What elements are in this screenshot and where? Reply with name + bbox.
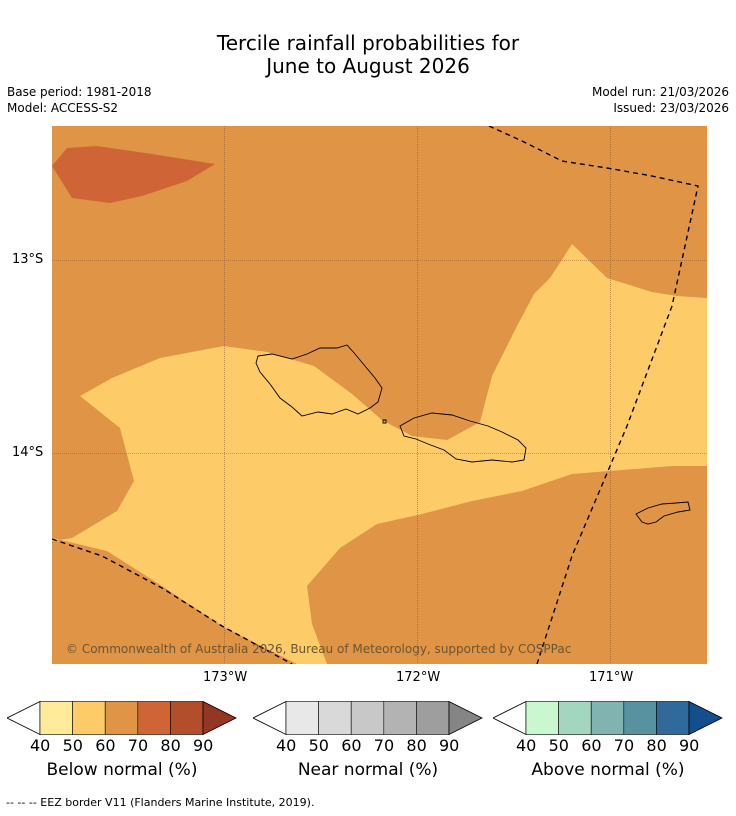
lat-label-13s: 13°S [12,252,44,267]
above-normal-segment [656,701,690,735]
above-normal-label: Above normal (%) [531,760,685,780]
chart-title-line2: June to August 2026 [266,54,470,78]
near-normal-tick-label: 70 [373,736,395,755]
model-run: Model run: 21/03/2026 [591,85,729,99]
near-normal-under-triangle [253,701,287,736]
near-normal-label: Near normal (%) [297,760,439,780]
near-normal-segment [383,701,417,735]
manono-islet [382,419,387,424]
near-normal-over-triangle [448,701,483,736]
below-normal-segment [72,701,106,735]
above-normal-tick-label: 80 [646,736,667,755]
near-normal-tick-label: 50 [308,736,329,755]
near-normal-tick-label: 90 [439,736,460,755]
below-normal-segment [104,701,139,735]
tutuila-island [635,501,691,525]
near-normal-tick-label: 60 [341,736,362,755]
below-normal-tick-label: 60 [95,736,116,755]
near-normal-segment [350,701,385,735]
near-normal-colorbar [253,701,483,736]
above-normal-under-triangle [493,701,527,736]
copyright-text: © Commonwealth of Australia 2026, Bureau… [66,642,571,656]
base-period: Base period: 1981-2018 [7,85,152,99]
eez-footer-note: -- -- -- EEZ border V11 (Flanders Marine… [6,796,315,809]
lon-label-173w: 173°W [203,670,248,685]
near-normal-tick-label: 80 [406,736,427,755]
below-normal-tick-label: 50 [62,736,83,755]
below-normal-segment [39,701,73,735]
below-normal-colorbar [7,701,237,736]
above-normal-segment [623,701,657,735]
model-name: Model: ACCESS-S2 [7,101,119,115]
above-normal-segment [525,701,559,735]
lon-label-172w: 172°W [396,670,441,685]
issued-date: Issued: 23/03/2026 [613,101,729,115]
near-normal-tick-label: 40 [276,736,297,755]
near-normal-segment [318,701,352,735]
above-normal-tick-label: 50 [548,736,569,755]
upolu-island [399,412,527,463]
above-normal-colorbar [493,701,723,736]
below-normal-tick-label: 80 [160,736,181,755]
lat-label-14s: 14°S [12,445,44,460]
chart-title-line1: Tercile rainfall probabilities for [216,31,520,55]
above-normal-over-triangle [688,701,723,736]
above-normal-tick-label: 40 [516,736,537,755]
below-normal-over-triangle [202,701,237,736]
near-normal-segment [285,701,319,735]
above-normal-tick-label: 90 [679,736,700,755]
above-normal-tick-label: 60 [581,736,602,755]
above-normal-segment [558,701,592,735]
below-normal-tick-label: 90 [193,736,214,755]
gridlines [52,126,707,664]
above-normal-segment [590,701,625,735]
region-70-80 [52,146,215,203]
below-normal-tick-label: 40 [30,736,51,755]
near-normal-segment [416,701,450,735]
lon-label-171w: 171°W [589,670,634,685]
eez-border [52,126,699,664]
below-normal-label: Below normal (%) [46,760,198,780]
rainfall-map: © Commonwealth of Australia 2026, Bureau… [52,126,707,664]
below-normal-tick-label: 70 [127,736,149,755]
region-50-60 [52,244,707,664]
below-normal-segment [170,701,204,735]
above-normal-tick-label: 70 [613,736,635,755]
savaii-island [255,344,383,417]
below-normal-segment [137,701,171,735]
below-normal-under-triangle [7,701,41,736]
